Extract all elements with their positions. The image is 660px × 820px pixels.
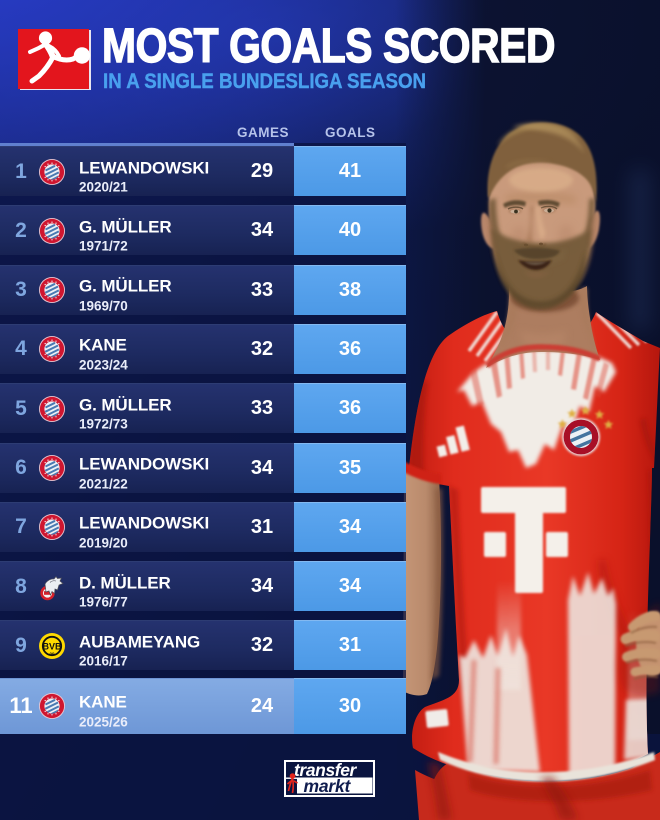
svg-text:markt: markt — [304, 776, 352, 796]
svg-text:09: 09 — [49, 651, 55, 656]
svg-text:BVB: BVB — [42, 641, 62, 651]
svg-text:transfer: transfer — [294, 760, 358, 780]
